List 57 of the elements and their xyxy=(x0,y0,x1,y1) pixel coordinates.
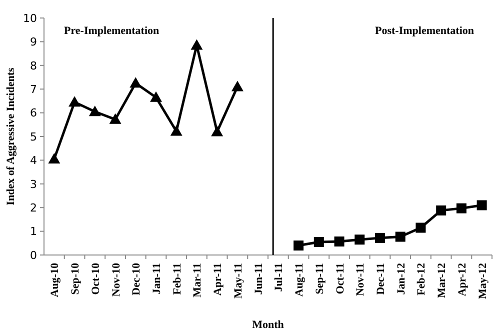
x-tick-label: Jan-11 xyxy=(151,263,163,294)
y-tick-label: 10 xyxy=(23,12,37,25)
y-tick-label: 4 xyxy=(30,154,37,168)
point xyxy=(456,203,466,214)
y-tick-label: 7 xyxy=(30,82,37,96)
x-tick-label: Nov-10 xyxy=(110,262,122,297)
x-tick-label: Feb-11 xyxy=(171,263,184,295)
point xyxy=(476,200,487,210)
x-tick-label: Mar-11 xyxy=(192,263,204,298)
point xyxy=(294,240,304,251)
y-tick-label: 1 xyxy=(30,225,37,238)
point xyxy=(416,222,426,233)
x-tick-label: Dec-10 xyxy=(130,262,143,296)
point xyxy=(88,106,101,116)
point xyxy=(314,236,324,247)
y-tick-label: 2 xyxy=(30,201,37,214)
y-tick-label: 5 xyxy=(30,130,37,144)
y-tick-label: 9 xyxy=(30,36,37,49)
point xyxy=(109,113,122,124)
x-tick-label: Jan-12 xyxy=(395,262,408,295)
x-tick-label: Feb-12 xyxy=(416,262,428,296)
point xyxy=(395,232,406,242)
point xyxy=(375,232,385,243)
x-tick-label: Oct-10 xyxy=(90,262,102,295)
point xyxy=(130,77,142,88)
y-tick-label: 6 xyxy=(30,106,37,120)
y-tick-label: 3 xyxy=(30,178,37,191)
x-tick-label: May-11 xyxy=(232,263,244,298)
x-tick-label: Jul-11 xyxy=(273,263,286,292)
y-tick-label: 8 xyxy=(30,59,37,72)
point xyxy=(354,234,365,245)
annotation: Pre-Implementation xyxy=(64,25,160,37)
x-tick-label: Nov-11 xyxy=(354,263,367,296)
x-tick-label: May-12 xyxy=(476,262,489,300)
annotation: Post-Implementation xyxy=(375,25,474,37)
x-tick-label: Apr-12 xyxy=(456,262,468,296)
x-tick-label: Apr-11 xyxy=(212,263,224,296)
point xyxy=(436,205,446,216)
y-tick-label: 0 xyxy=(30,248,37,262)
x-tick-label: Dec-11 xyxy=(375,263,387,295)
x-tick-label: Sep-10 xyxy=(70,262,82,295)
x-tick-label: Sep-11 xyxy=(314,263,326,294)
point xyxy=(68,96,81,107)
x-tick-label: Jun-11 xyxy=(252,263,265,295)
point xyxy=(48,153,60,164)
point xyxy=(211,126,224,136)
x-tick-label: Aug-10 xyxy=(49,262,62,298)
x-tick-label: Aug-11 xyxy=(294,263,306,297)
point xyxy=(231,80,244,92)
point xyxy=(170,125,182,136)
x-axis-title: Month xyxy=(252,319,284,331)
point xyxy=(334,236,344,246)
point xyxy=(190,39,203,50)
y-axis-title: Index of Aggressive Incidents xyxy=(5,66,17,206)
point xyxy=(150,91,162,102)
x-tick-label: Oct-11 xyxy=(334,263,346,294)
x-tick-label: Mar-12 xyxy=(436,262,448,298)
